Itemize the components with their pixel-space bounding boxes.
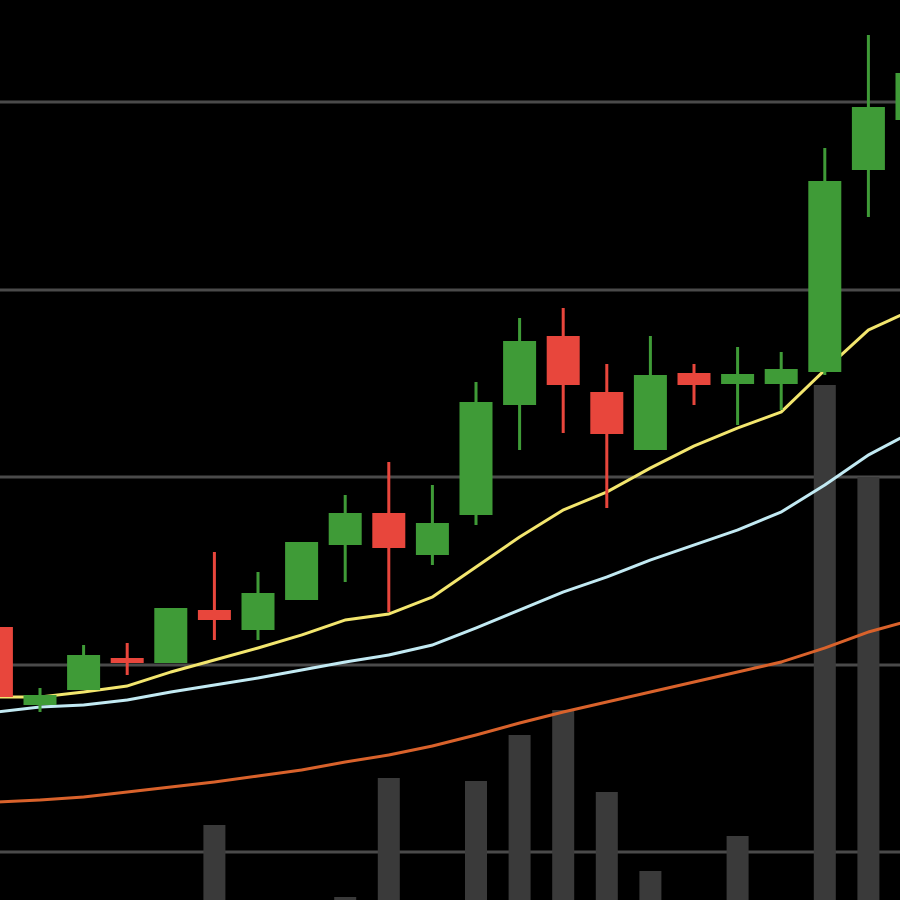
candle-body <box>677 373 711 385</box>
candle-body <box>590 392 624 434</box>
volume-bar <box>465 781 487 900</box>
candle-body <box>197 610 231 620</box>
volume-bar <box>552 710 575 900</box>
candle-body <box>328 513 362 545</box>
candle-body <box>241 593 275 630</box>
candle-body <box>895 73 900 120</box>
candle-body <box>721 374 755 384</box>
volume-bar <box>508 735 531 900</box>
ma-line <box>0 313 900 699</box>
volume-bar <box>639 871 662 900</box>
candle-body <box>67 655 101 690</box>
candle-body <box>764 369 798 384</box>
candle-body <box>154 608 188 663</box>
candle-body <box>459 402 493 515</box>
candle-body <box>415 523 449 555</box>
volume-bar <box>857 477 880 900</box>
candle-body <box>285 542 319 600</box>
candle-body <box>0 627 13 697</box>
volume-bar <box>377 778 400 900</box>
candle-body <box>851 107 885 170</box>
ma-line <box>0 621 900 804</box>
volume-bar <box>595 792 618 900</box>
volume-bar <box>813 385 836 900</box>
candle-body <box>503 341 537 405</box>
candle-body <box>23 695 57 705</box>
ma-line <box>0 436 900 714</box>
volume-bar <box>203 825 226 900</box>
candle-body <box>110 658 144 663</box>
candle-body <box>633 375 667 450</box>
candle-body <box>808 181 842 372</box>
candle-body <box>546 336 580 385</box>
candle-body <box>372 513 406 548</box>
volume-bar <box>334 897 357 900</box>
volume-bar <box>726 836 749 900</box>
